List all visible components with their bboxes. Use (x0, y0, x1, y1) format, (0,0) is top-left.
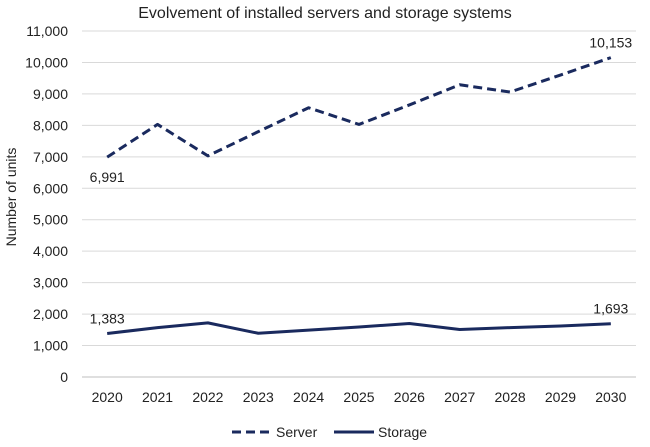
x-tick-label: 2023 (243, 389, 274, 405)
y-tick-label: 9,000 (33, 86, 68, 102)
y-tick-label: 8,000 (33, 117, 68, 133)
gridlines (82, 30, 636, 347)
x-tick-label: 2029 (545, 389, 576, 405)
data-label-storage: 1,693 (593, 301, 628, 317)
axes: 0 1,000 2,000 3,000 4,000 5,000 6,000 7,000 8,00… (25, 23, 636, 405)
legend: Server Storage (232, 424, 427, 440)
x-tick-label: 2028 (495, 389, 526, 405)
legend-label-server: Server (276, 424, 318, 440)
y-axis-title: Number of units (3, 148, 19, 247)
data-label-server: 6,991 (90, 169, 125, 185)
chart-title: Evolvement of installed servers and stor… (138, 5, 512, 22)
data-labels: 6,991 10,153 1,383 1,693 (90, 35, 633, 327)
data-label-server: 10,153 (589, 35, 632, 51)
y-tick-label: 2,000 (33, 306, 68, 322)
series-line-server (106, 56, 612, 159)
x-tick-label: 2020 (92, 389, 123, 405)
y-tick-label: 0 (60, 369, 68, 385)
x-tick-label: 2025 (343, 389, 374, 405)
y-tick-label: 3,000 (33, 275, 68, 291)
x-tick-label: 2021 (142, 389, 173, 405)
y-tick-label: 11,000 (26, 23, 68, 39)
x-tick-label: 2026 (394, 389, 425, 405)
x-tick-label: 2022 (192, 389, 223, 405)
series-lines (106, 56, 612, 335)
x-tick-label: 2024 (293, 389, 324, 405)
y-tick-label: 6,000 (33, 180, 68, 196)
y-tick-label: 5,000 (33, 212, 68, 228)
legend-label-storage: Storage (378, 424, 427, 440)
x-tick-label: 2027 (444, 389, 475, 405)
x-tick-label: 2030 (595, 389, 626, 405)
y-tick-label: 1,000 (33, 338, 68, 354)
y-tick-label: 4,000 (33, 243, 68, 259)
y-tick-label: 7,000 (33, 149, 68, 165)
series-line-storage (107, 321, 611, 335)
data-label-storage: 1,383 (90, 310, 125, 326)
y-tick-label: 10,000 (25, 54, 68, 70)
